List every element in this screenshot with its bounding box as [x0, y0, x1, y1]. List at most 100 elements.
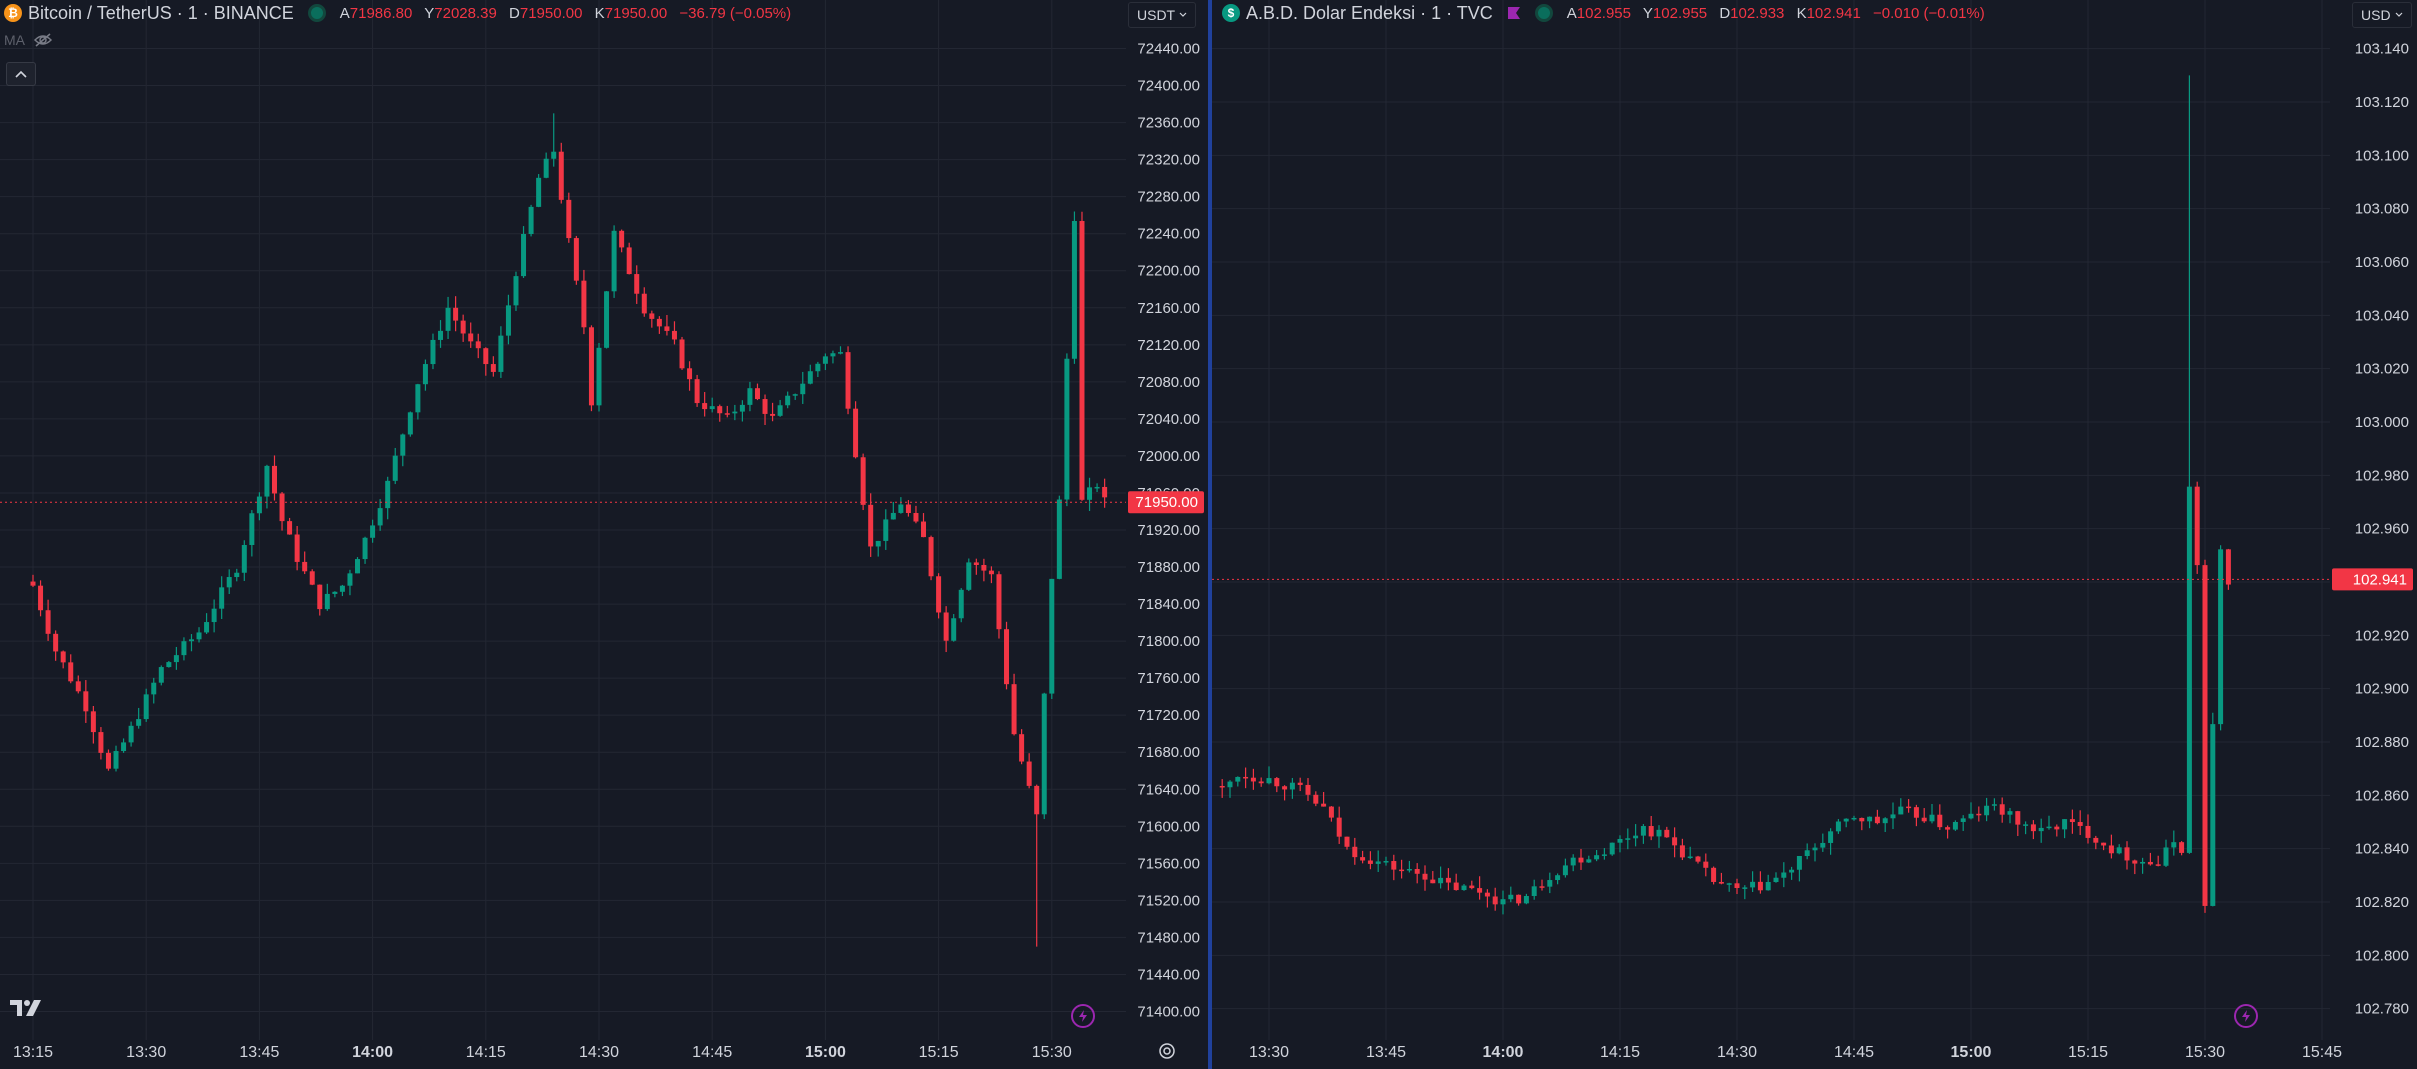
candle-body [1321, 803, 1327, 807]
candle [973, 558, 979, 575]
candle-body [302, 561, 308, 572]
candle [498, 326, 504, 378]
candle [626, 242, 632, 275]
candle [468, 322, 474, 348]
candle-body [83, 691, 89, 712]
candle-body [294, 534, 300, 562]
candle [1742, 885, 1748, 900]
candle-body [883, 519, 889, 541]
candle-body [717, 406, 723, 414]
candle-body [702, 403, 708, 410]
candle-body [1011, 684, 1017, 735]
candle [958, 588, 964, 623]
candle-body [2108, 845, 2114, 854]
candle-body [490, 364, 496, 372]
candle-body [166, 662, 172, 668]
candle-body [943, 612, 949, 641]
lightning-icon[interactable] [2234, 1004, 2258, 1028]
candle [1375, 850, 1381, 872]
candle [1750, 871, 1756, 892]
candle-body [1672, 837, 1678, 846]
gear-icon[interactable] [1157, 1041, 1177, 1061]
candle-body [173, 655, 179, 663]
candle-body [777, 405, 783, 416]
candle-body [905, 504, 911, 514]
price-tick-label: 71720.00 [1137, 707, 1200, 724]
candle [1034, 784, 1040, 947]
candle [438, 320, 444, 348]
tradingview-logo[interactable] [8, 996, 48, 1018]
symbol-legend: ₿ Bitcoin / TetherUS · 1 · BINANCE A7198… [0, 0, 799, 26]
candle-body [1867, 816, 1873, 822]
candle-body [38, 585, 44, 611]
candle [1672, 827, 1678, 858]
candle [1469, 880, 1475, 890]
candle [1041, 692, 1047, 820]
candle-body [1789, 869, 1795, 873]
time-tick-label: 15:00 [1951, 1044, 1992, 1061]
chart-canvas[interactable]: 72440.00 72400.00 72360.00 72320.00 72280.00… [0, 0, 1208, 1069]
candle [860, 453, 866, 511]
candle [664, 315, 670, 336]
candle-body [1656, 829, 1662, 837]
candle-body [264, 465, 270, 497]
currency-selector[interactable]: USD [2352, 2, 2412, 28]
candle-body [1266, 778, 1272, 784]
high-value: 72028.39 [434, 4, 497, 22]
chart-canvas[interactable]: 103.140 103.120 103.100 103.080 103.060 103.0… [1212, 0, 2417, 1069]
hide-eye-icon[interactable] [33, 32, 53, 48]
symbol-title[interactable]: Bitcoin / TetherUS · 1 · BINANCE [28, 2, 294, 23]
collapse-legend-button[interactable] [6, 62, 36, 86]
candle [2108, 834, 2114, 859]
market-status-icon[interactable] [307, 4, 326, 22]
price-tick-label: 103.060 [2355, 254, 2409, 271]
candle-body [2171, 842, 2177, 848]
candle [1976, 806, 1982, 822]
candle-body [2202, 565, 2208, 906]
candle-body [1617, 838, 1623, 843]
flag-icon[interactable] [1507, 6, 1521, 20]
time-tick-label: 15:45 [2302, 1044, 2342, 1061]
candle [1305, 778, 1311, 801]
symbol-title[interactable]: A.B.D. Dolar Endeksi · 1 · TVC [1246, 2, 1493, 23]
candle [1019, 729, 1025, 765]
market-status-icon[interactable] [1534, 4, 1553, 22]
lightning-icon[interactable] [1071, 1004, 1095, 1028]
candle [370, 519, 376, 543]
candle-body [188, 639, 194, 642]
candle [966, 558, 972, 592]
candle-body [928, 537, 934, 577]
chart-pane-dxy[interactable]: 103.140 103.120 103.100 103.080 103.060 103.0… [1212, 0, 2417, 1069]
candles [30, 113, 1108, 947]
candle [687, 361, 693, 391]
candle [1859, 817, 1865, 831]
currency-selector[interactable]: USDT [1128, 2, 1197, 28]
price-tick-label: 71760.00 [1137, 670, 1200, 687]
pane-divider[interactable] [1208, 0, 1212, 1069]
candle [98, 727, 104, 760]
candle [2194, 481, 2200, 574]
chevron-up-icon [15, 70, 27, 78]
candle [1640, 824, 1646, 844]
chart-pane-bitcoin[interactable]: 72440.00 72400.00 72360.00 72320.00 72280.00… [0, 0, 1208, 1069]
candle [143, 688, 149, 722]
candle [762, 394, 768, 426]
candle-body [951, 618, 957, 641]
indicator-label[interactable]: MA [4, 32, 25, 48]
candle-body [1695, 856, 1701, 862]
candle [732, 404, 738, 421]
candle-body [1243, 776, 1249, 779]
candle-body [581, 280, 587, 328]
close-value: 102.941 [1806, 4, 1861, 22]
candle-body [1258, 781, 1264, 784]
candle [151, 677, 157, 704]
candle-body [2155, 864, 2161, 866]
candle-body [996, 574, 1002, 630]
candle-body [1968, 813, 1974, 819]
candle-body [370, 525, 376, 538]
candle [611, 225, 617, 298]
candle-body [845, 352, 851, 409]
grid-lines [1212, 0, 2330, 1040]
candle-body [1828, 831, 1834, 843]
candle [1929, 804, 1935, 824]
